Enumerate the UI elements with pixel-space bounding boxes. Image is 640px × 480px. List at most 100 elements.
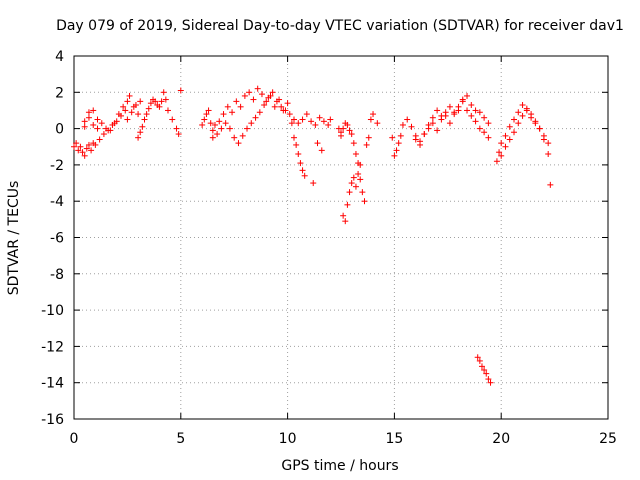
y-tick-label: -2 — [50, 158, 64, 174]
data-point — [250, 96, 257, 103]
data-point — [226, 125, 233, 132]
data-point — [71, 143, 77, 150]
data-point — [293, 141, 300, 148]
data-point — [124, 116, 131, 123]
data-point — [325, 121, 332, 128]
data-point — [244, 125, 251, 132]
data-point — [107, 127, 114, 134]
data-point — [348, 180, 355, 187]
data-point — [222, 120, 229, 127]
data-point — [498, 140, 505, 147]
data-point — [205, 107, 212, 114]
data-point — [515, 109, 522, 116]
data-point — [81, 123, 88, 130]
data-point — [540, 136, 547, 143]
grid-lines — [74, 56, 608, 419]
data-point — [446, 120, 453, 127]
data-point — [126, 92, 133, 99]
data-point — [404, 116, 411, 123]
y-tick-label: -6 — [50, 231, 64, 247]
data-point — [135, 134, 142, 141]
data-point — [211, 121, 218, 128]
data-point — [137, 98, 144, 105]
data-point — [218, 125, 225, 132]
data-point — [429, 114, 436, 121]
data-point — [111, 120, 118, 127]
data-point — [314, 140, 321, 147]
data-point — [94, 116, 101, 123]
data-point — [90, 107, 97, 114]
data-point — [295, 151, 302, 158]
data-point — [265, 94, 272, 101]
data-point — [269, 89, 276, 96]
data-point — [256, 109, 263, 116]
data-point — [395, 140, 402, 147]
data-point — [286, 111, 293, 118]
data-point — [547, 181, 554, 188]
data-point — [367, 116, 374, 123]
data-point — [397, 132, 404, 139]
data-point — [438, 116, 445, 123]
data-point — [145, 105, 152, 112]
data-point — [355, 170, 362, 177]
data-point — [425, 125, 432, 132]
data-point — [295, 120, 302, 127]
data-point — [214, 131, 221, 138]
data-point — [474, 354, 481, 361]
data-point — [120, 103, 127, 110]
data-point — [483, 370, 490, 377]
data-point — [143, 111, 150, 118]
data-point — [173, 125, 180, 132]
data-point — [75, 147, 82, 154]
data-point — [342, 218, 349, 225]
data-point — [273, 98, 280, 105]
data-point — [365, 134, 372, 141]
data-point — [291, 134, 298, 141]
data-point — [233, 98, 240, 105]
data-point — [515, 120, 522, 127]
data-point — [545, 140, 552, 147]
data-point — [88, 147, 95, 154]
data-point — [511, 129, 518, 136]
data-point — [350, 140, 357, 147]
data-point — [352, 151, 359, 158]
data-point — [152, 98, 159, 105]
data-point — [96, 136, 103, 143]
data-point — [511, 116, 518, 123]
data-point — [472, 107, 479, 114]
data-point — [199, 121, 206, 128]
data-point — [429, 120, 436, 127]
data-point — [303, 111, 310, 118]
data-point — [340, 125, 347, 132]
y-tick-label: 2 — [55, 85, 64, 101]
data-points — [71, 85, 554, 386]
data-point — [363, 141, 370, 148]
data-point — [291, 116, 298, 123]
data-point — [124, 98, 131, 105]
data-point — [137, 129, 144, 136]
data-point — [442, 112, 449, 119]
data-point — [476, 357, 483, 364]
data-point — [177, 87, 184, 94]
data-point — [393, 147, 400, 154]
data-point — [308, 118, 315, 125]
data-point — [85, 114, 92, 121]
data-point — [209, 127, 216, 134]
data-point — [237, 103, 244, 110]
data-point — [169, 116, 176, 123]
data-point — [327, 116, 334, 123]
data-point — [536, 125, 543, 132]
data-point — [357, 176, 364, 183]
data-point — [98, 120, 105, 127]
data-point — [248, 120, 255, 127]
data-point — [476, 109, 483, 116]
data-point — [77, 143, 84, 150]
data-point — [359, 189, 366, 196]
data-point — [446, 103, 453, 110]
chart-title: Day 079 of 2019, Sidereal Day-to-day VTE… — [56, 18, 624, 34]
data-point — [81, 118, 88, 125]
data-point — [485, 134, 492, 141]
data-point — [282, 107, 289, 114]
data-point — [421, 131, 428, 138]
